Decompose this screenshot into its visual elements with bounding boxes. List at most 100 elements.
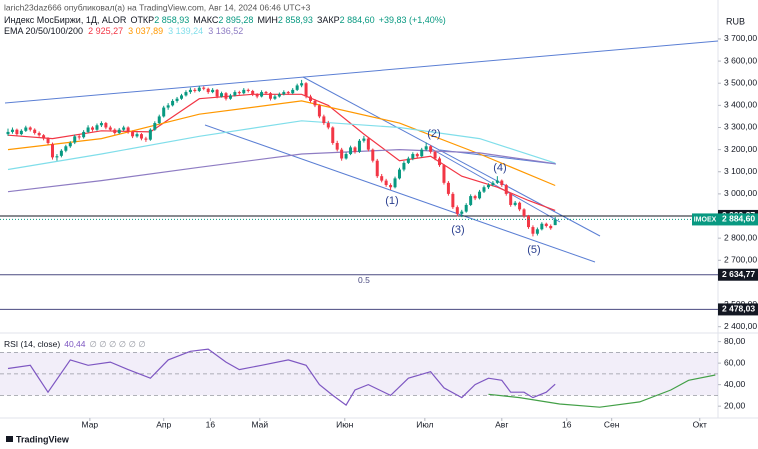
- candle-body: [384, 180, 388, 186]
- rsi-placeholders: ∅ ∅ ∅ ∅ ∅ ∅: [90, 339, 146, 349]
- candle-body: [131, 131, 135, 137]
- candle-body: [411, 154, 415, 159]
- candle-body: [135, 134, 139, 137]
- candle-body: [397, 169, 401, 179]
- candle-body: [277, 94, 281, 97]
- candle-body: [491, 182, 495, 186]
- legend-line: Индекс МосБиржи, 1Д, ALOR ОТКР2 858,93 МАК…: [4, 15, 446, 25]
- candle-body: [122, 127, 126, 130]
- ohlc-name: МАКС: [193, 15, 219, 25]
- y-tick-label: 2 400,00: [724, 321, 757, 331]
- candle-body: [86, 127, 90, 132]
- level-label: 2 634,77: [722, 269, 755, 279]
- x-tick-label: Июн: [336, 419, 353, 429]
- brand-logo: TradingView: [6, 434, 70, 444]
- candle-body: [148, 129, 152, 140]
- y-tick-label: 3 700,00: [724, 33, 757, 43]
- candle-body: [433, 151, 437, 159]
- candle-body: [500, 180, 504, 186]
- candle-body: [464, 204, 468, 212]
- wave-label: (2): [427, 128, 440, 140]
- candle-body: [402, 162, 406, 170]
- candle-body: [99, 123, 103, 126]
- trend-line: [429, 147, 561, 223]
- candle-body: [37, 133, 41, 136]
- symbol-badge: [692, 213, 718, 226]
- candle-body: [380, 176, 384, 181]
- candle-body: [317, 105, 321, 117]
- candle-body: [451, 193, 455, 208]
- candle-body: [144, 138, 148, 140]
- rsi-line: [7, 348, 556, 406]
- x-tick-label: Окт: [693, 419, 707, 429]
- candle-body: [153, 123, 157, 130]
- candle-body: [117, 129, 121, 134]
- candle-body: [486, 185, 490, 188]
- candle-body: [166, 105, 170, 108]
- candle-body: [55, 156, 59, 158]
- candle-body: [442, 165, 446, 183]
- x-tick-label: Сен: [604, 419, 620, 429]
- candle-body: [228, 95, 232, 99]
- x-tick-label: Авг: [495, 419, 508, 429]
- candle-body: [473, 196, 477, 199]
- candle-body: [375, 160, 379, 177]
- ema-line: [7, 100, 556, 187]
- change: +39,83 (+1,40%): [379, 15, 446, 25]
- y-tick-label: 3 200,00: [724, 144, 757, 154]
- y-tick-label: 3 300,00: [724, 122, 757, 132]
- symbol-title: Индекс МосБиржи, 1Д, ALOR: [4, 15, 127, 25]
- rsi-legend: RSI (14, close) 40,44 ∅ ∅ ∅ ∅ ∅ ∅: [4, 339, 146, 349]
- wave-label: (5): [527, 244, 540, 256]
- candle-body: [197, 87, 201, 91]
- candle-body: [95, 125, 99, 130]
- ohlc-name: МИН: [257, 15, 277, 25]
- logo-mark: [6, 436, 13, 442]
- candle-body: [64, 146, 68, 151]
- level-badge: [718, 303, 758, 316]
- symbol-label: IMOEX: [694, 216, 717, 223]
- ohlc-value: 2 858,93: [154, 15, 189, 25]
- candle-body: [242, 89, 246, 94]
- candle-body: [162, 107, 166, 117]
- candle-body: [77, 136, 81, 138]
- candle-body: [251, 90, 255, 95]
- candle-body: [344, 154, 348, 159]
- candle-body: [171, 100, 175, 106]
- candle-body: [46, 138, 50, 143]
- candle-body: [19, 130, 23, 135]
- candle-body: [139, 134, 143, 139]
- candle-body: [313, 100, 317, 106]
- candle-body: [349, 147, 353, 155]
- candle-body: [108, 127, 112, 130]
- wave-label: (4): [493, 162, 506, 174]
- x-tick-label: Май: [251, 419, 268, 429]
- rsi-title: RSI (14, close): [4, 339, 60, 349]
- y-tick-label: 3 600,00: [724, 55, 757, 65]
- candle-body: [513, 202, 517, 205]
- candle-body: [322, 116, 326, 124]
- candle-body: [469, 196, 473, 205]
- ohlc-name: ЗАКР: [317, 15, 340, 25]
- candle-body: [157, 116, 161, 124]
- candle-body: [415, 154, 419, 157]
- candle-body: [455, 207, 459, 214]
- candle-body: [438, 158, 442, 166]
- candle-body: [59, 150, 63, 156]
- trend-line: [302, 76, 601, 237]
- candle-body: [335, 142, 339, 150]
- candle-body: [291, 89, 295, 94]
- candle-body: [184, 92, 188, 96]
- wave-label: (1): [385, 195, 398, 207]
- y-tick-label: 2 800,00: [724, 232, 757, 242]
- x-tick-label: 16: [206, 419, 216, 429]
- candle-body: [460, 211, 464, 214]
- candle-body: [366, 138, 370, 150]
- y-tick-label: 3 400,00: [724, 100, 757, 110]
- candle-body: [509, 193, 513, 205]
- candle-body: [371, 149, 375, 161]
- rsi-line: [488, 374, 716, 408]
- y-tick-label: 3 000,00: [724, 188, 757, 198]
- candle-body: [357, 140, 361, 152]
